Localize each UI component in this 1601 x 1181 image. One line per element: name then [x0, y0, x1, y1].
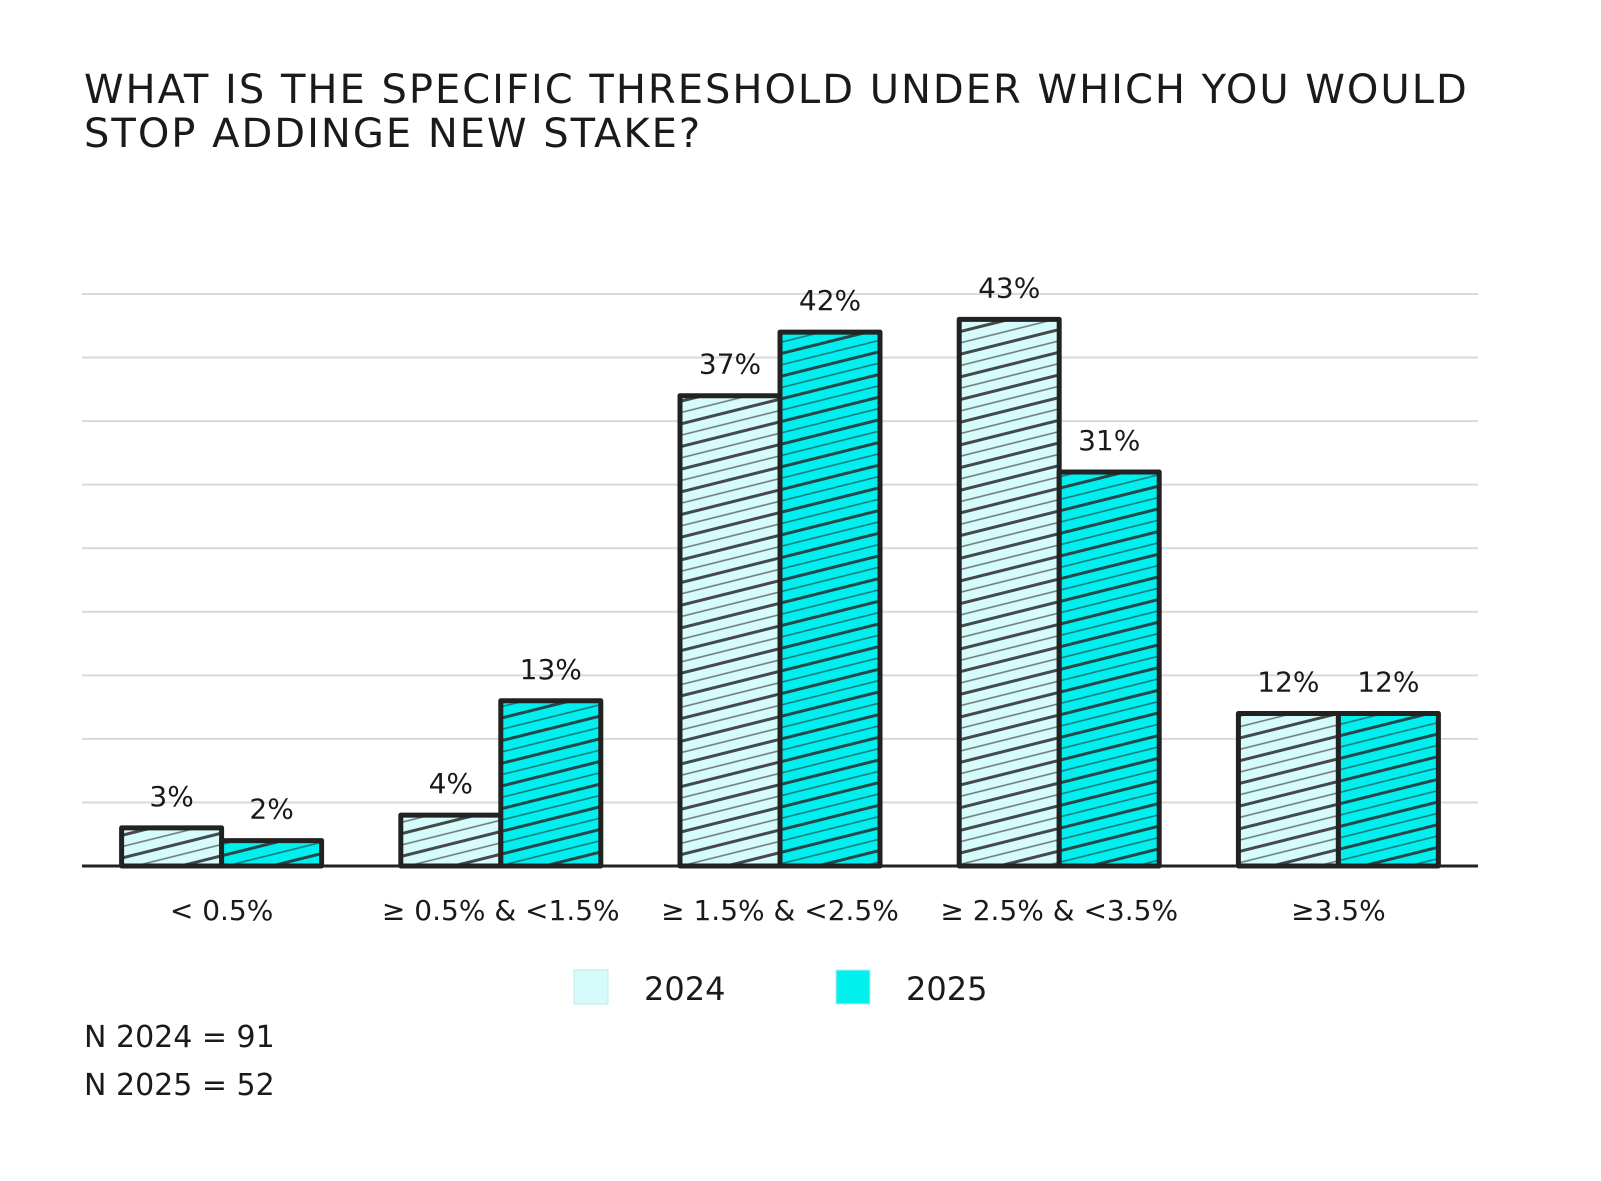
bar-2025-1	[498, 698, 604, 869]
legend-swatch-2024	[573, 969, 609, 1005]
data-label-2024-3: 43%	[978, 271, 1040, 304]
bar-2024-2	[677, 393, 783, 869]
x-tick-label: ≥ 2.5% & <3.5%	[940, 894, 1178, 927]
x-tick-label: < 0.5%	[170, 894, 274, 927]
sample-size-2025: N 2025 = 52	[84, 1068, 275, 1103]
bars	[119, 316, 1441, 869]
legend: 2024 2025	[573, 969, 987, 1008]
x-tick-label: ≥ 1.5% & <2.5%	[661, 894, 899, 927]
legend-label-2025: 2025	[906, 970, 987, 1008]
data-label-2025-1: 13%	[520, 653, 582, 686]
data-label-2025-4: 12%	[1357, 665, 1419, 698]
bar-2024-3	[956, 316, 1062, 869]
data-label-2024-0: 3%	[149, 780, 193, 813]
data-label-2024-2: 37%	[699, 348, 761, 381]
x-tick-label: ≥3.5%	[1291, 894, 1386, 927]
data-labels: 3% 2% 4% 13% 37% 42% 43% 31% 12% 12%	[149, 271, 1419, 825]
legend-label-2024: 2024	[644, 970, 725, 1008]
data-label-2025-2: 42%	[799, 284, 861, 317]
data-label-2024-1: 4%	[429, 767, 473, 800]
bar-2024-0	[119, 825, 225, 869]
bar-2025-0	[219, 838, 325, 869]
bar-2025-2	[777, 329, 883, 869]
sample-size-notes: N 2024 = 91 N 2025 = 52	[84, 1014, 275, 1110]
data-label-2025-0: 2%	[249, 793, 293, 826]
x-axis-ticks: < 0.5% ≥ 0.5% & <1.5% ≥ 1.5% & <2.5% ≥ 2.5%…	[170, 894, 1386, 927]
x-tick-label: ≥ 0.5% & <1.5%	[382, 894, 620, 927]
bar-2024-1	[398, 812, 504, 869]
legend-swatch-2025	[835, 969, 871, 1005]
data-label-2024-4: 12%	[1257, 665, 1319, 698]
bar-2025-4	[1335, 710, 1441, 869]
data-label-2025-3: 31%	[1078, 424, 1140, 457]
chart-title: What is the specific threshold under whi…	[84, 67, 1469, 157]
bar-2024-4	[1235, 710, 1341, 869]
bar-2025-3	[1056, 469, 1162, 869]
sample-size-2024: N 2024 = 91	[84, 1020, 275, 1055]
